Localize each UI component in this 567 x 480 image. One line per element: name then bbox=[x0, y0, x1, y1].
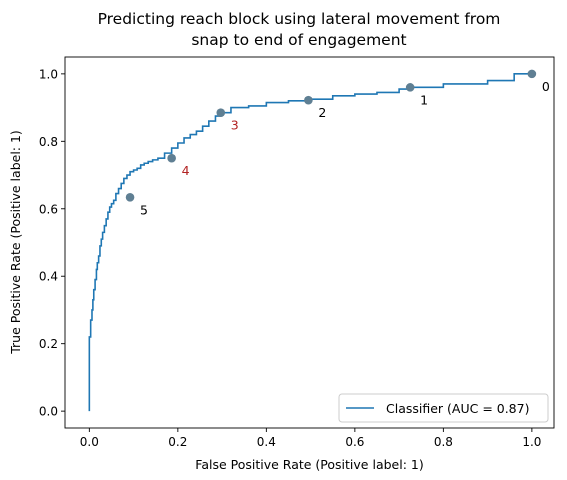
threshold-label-2: 2 bbox=[318, 105, 326, 120]
y-tick-label: 0.4 bbox=[39, 270, 58, 284]
threshold-label-3: 3 bbox=[231, 118, 239, 133]
y-tick-label: 0.8 bbox=[39, 135, 58, 149]
x-axis-label: False Positive Rate (Positive label: 1) bbox=[195, 457, 423, 472]
threshold-label-0: 0 bbox=[542, 79, 550, 94]
legend: Classifier (AUC = 0.87) bbox=[338, 393, 549, 423]
legend-box bbox=[338, 393, 549, 423]
x-tick-label: 0.8 bbox=[434, 435, 453, 449]
threshold-marker-5 bbox=[125, 193, 135, 202]
x-tick-label: 0.4 bbox=[257, 435, 276, 449]
threshold-marker-4 bbox=[167, 153, 176, 163]
y-tick-label: 0.6 bbox=[39, 202, 58, 216]
x-tick-label: 0.2 bbox=[168, 435, 187, 449]
roc-curve bbox=[88, 73, 532, 412]
legend-label: Classifier (AUC = 0.87) bbox=[386, 401, 529, 416]
axes-frame bbox=[64, 56, 555, 429]
x-tick-label: 0.0 bbox=[80, 435, 99, 449]
y-tick-label: 0.0 bbox=[39, 405, 58, 419]
threshold-marker-3 bbox=[216, 108, 226, 117]
x-tick-label: 1.0 bbox=[522, 435, 541, 449]
threshold-label-4: 4 bbox=[182, 163, 190, 178]
y-axis-label: True Positive Rate (Positive label: 1) bbox=[8, 130, 23, 355]
threshold-label-1: 1 bbox=[420, 92, 428, 107]
chart-title: Predicting reach block using lateral mov… bbox=[98, 10, 501, 49]
y-tick-label: 1.0 bbox=[39, 67, 58, 81]
threshold-label-5: 5 bbox=[140, 202, 148, 217]
y-tick-label: 0.2 bbox=[39, 337, 58, 351]
threshold-marker-1 bbox=[405, 83, 415, 92]
threshold-marker-0 bbox=[527, 69, 537, 79]
threshold-marker-2 bbox=[304, 95, 313, 105]
axis-ticks: 0.0 0.2 0.4 0.6 0.8 1.0 0.0 0.2 0.4 0.6 0.8 1.0 bbox=[39, 67, 542, 449]
chart-title-line-2: snap to end of engagement bbox=[191, 31, 406, 49]
plot-area: 0 1 2 3 4 5 bbox=[88, 69, 550, 412]
chart-title-line-1: Predicting reach block using lateral mov… bbox=[98, 10, 501, 28]
x-tick-label: 0.6 bbox=[345, 435, 364, 449]
